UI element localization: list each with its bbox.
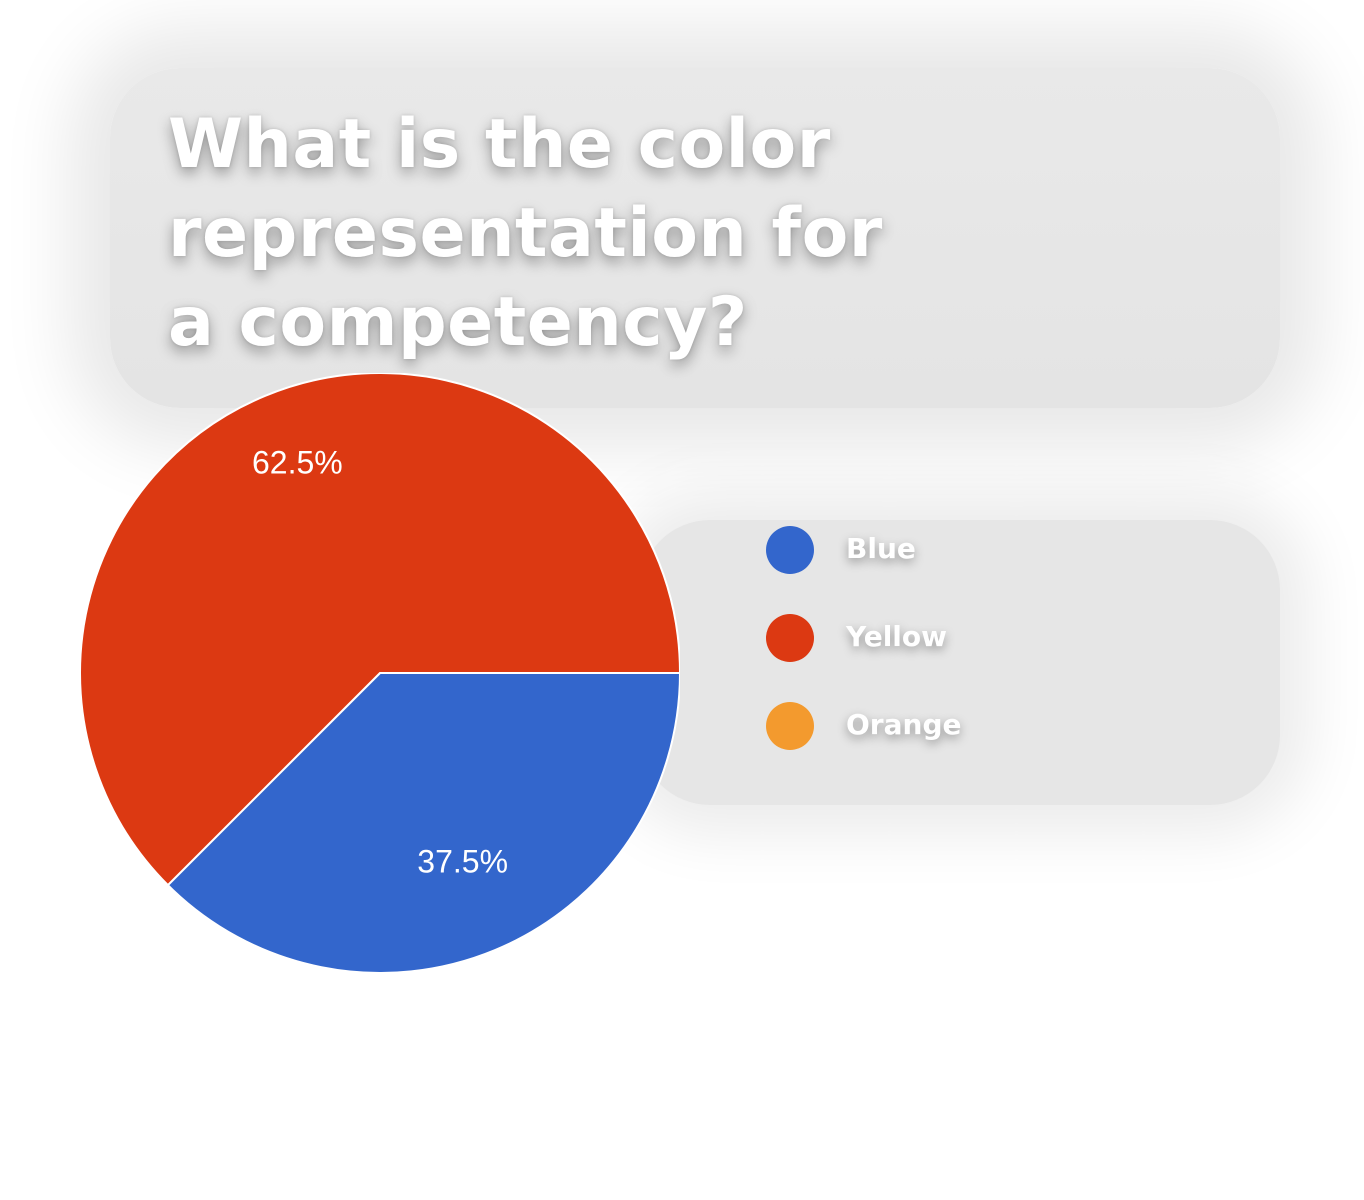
pie-slice-blue[interactable] — [166, 672, 680, 973]
legend-swatch-blue — [766, 526, 814, 574]
legend-backdrop — [640, 520, 1280, 805]
pie-label-yellow: 62.5% — [252, 444, 343, 480]
pie-slices — [80, 373, 680, 973]
pie-label-blue: 37.5% — [417, 844, 508, 880]
pie-slice-yellow[interactable] — [80, 373, 680, 887]
legend-item-blue[interactable]: Blue — [766, 522, 1166, 610]
legend-swatch-orange — [766, 702, 814, 750]
pie-chart: 37.5% 62.5% — [80, 373, 680, 973]
chart-title: What is the color representation for a c… — [168, 105, 883, 362]
legend-label-orange: Orange — [846, 708, 962, 741]
pie-labels: 37.5% 62.5% — [252, 444, 508, 879]
title-backdrop — [110, 68, 1280, 408]
legend-label-blue: Blue — [846, 532, 916, 565]
legend-item-yellow[interactable]: Yellow — [766, 610, 1166, 698]
legend-swatch-yellow — [766, 614, 814, 662]
legend-item-orange[interactable]: Orange — [766, 698, 1166, 786]
chart-legend: Blue Yellow Orange — [766, 522, 1166, 786]
legend-label-yellow: Yellow — [846, 620, 947, 653]
